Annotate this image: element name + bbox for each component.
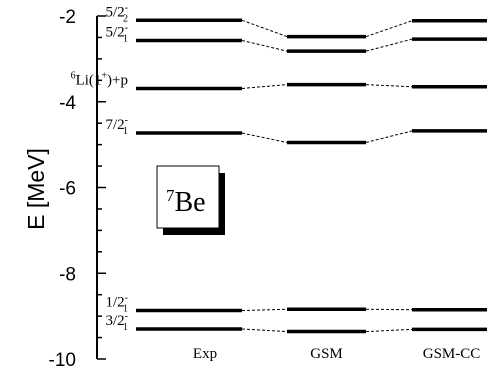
state-label: 1/2-1 (105, 293, 128, 315)
level-connector (241, 328, 288, 333)
state-label: 3/2-1 (105, 311, 128, 333)
level-connector (241, 19, 288, 38)
level-connector (365, 20, 413, 38)
level-connector (365, 130, 413, 143)
nucleus-symbol: Be (175, 187, 206, 218)
level-connector (241, 39, 288, 52)
levels (136, 18, 487, 334)
state-label: 5/2-2 (105, 2, 128, 24)
level-connector (365, 328, 413, 333)
state-label: 6Li(1+)+p (71, 70, 128, 88)
y-tick-label: -8 (59, 264, 76, 285)
state-label: 5/2-1 (105, 22, 128, 44)
y-axis: -2 -4 -6 -8 -10 (49, 7, 106, 371)
column-label: Exp (193, 346, 217, 362)
column-labels: Exp GSM GSM-CC (193, 346, 480, 362)
y-tick-label: -4 (59, 93, 76, 114)
level-connector (241, 132, 288, 143)
nucleus-mass-number: 7 (166, 186, 175, 205)
column-label: GSM-CC (423, 346, 481, 362)
level-connector (365, 38, 413, 52)
y-tick-label: -6 (59, 179, 76, 200)
nucleus-box: 7Be (156, 165, 225, 235)
level-connector (241, 308, 288, 312)
y-tick-label: -2 (59, 7, 76, 28)
y-tick-label: -10 (49, 350, 76, 371)
level-connector (241, 84, 288, 89)
level-connector (365, 84, 413, 88)
state-label: 7/2-1 (105, 115, 128, 137)
column-label: GSM (310, 346, 343, 362)
y-axis-title: E [MeV] (23, 148, 49, 230)
nucleus-label: 7Be (166, 186, 206, 218)
state-labels: 5/2-25/2-1 6Li(1+)+p 7/2-1 1/2-13/2-1 (71, 2, 128, 333)
